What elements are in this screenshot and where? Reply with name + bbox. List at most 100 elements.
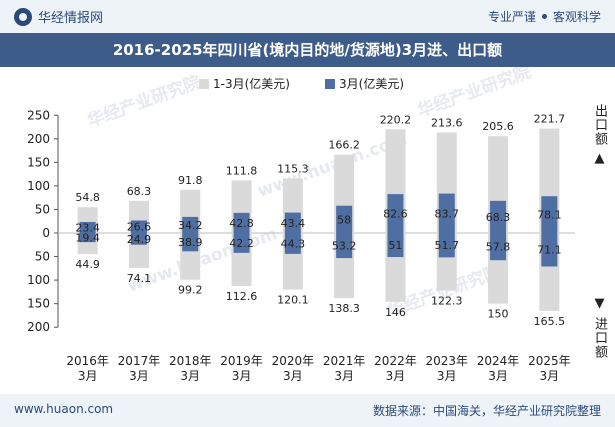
data-label-march-export: 43.4 xyxy=(281,217,306,230)
y-tick-label: 150 xyxy=(27,297,50,311)
bar-march-export xyxy=(284,212,301,233)
data-label-march-export: 58 xyxy=(337,213,351,226)
bar-march-export xyxy=(541,196,558,233)
data-label-march-export: 34.2 xyxy=(178,219,203,232)
logo-icon xyxy=(14,7,32,26)
data-label-cumulative-import: 99.2 xyxy=(178,284,203,297)
footer: www.huaon.com 数据来源：中国海关，华经产业研究院整理 xyxy=(0,394,615,427)
data-label-cumulative-import: 150 xyxy=(488,308,509,321)
data-label-cumulative-export: 111.8 xyxy=(226,164,258,177)
data-label-march-export: 23.4 xyxy=(75,221,100,234)
data-label-cumulative-export: 115.3 xyxy=(277,163,309,176)
data-label-cumulative-export: 205.6 xyxy=(482,120,514,133)
y-tick-label: 0 xyxy=(42,226,50,240)
data-label-cumulative-import: 120.1 xyxy=(277,294,309,307)
x-tick-label-line: 2023年 xyxy=(425,354,468,368)
x-tick-label-line: 3月 xyxy=(283,369,303,383)
data-label-march-export: 26.6 xyxy=(127,221,152,234)
x-tick-label-line: 2020年 xyxy=(272,354,315,368)
y-tick-label: 100 xyxy=(27,179,50,193)
tagline: 专业严谨 客观科学 xyxy=(488,8,601,25)
x-tick-label-line: 2018年 xyxy=(169,354,212,368)
x-tick-label-line: 2017年 xyxy=(118,354,161,368)
x-tick-label-line: 2025年 xyxy=(528,354,571,368)
y-tick-label: 250 xyxy=(27,108,50,122)
brand-name: 华经情报网 xyxy=(38,11,104,26)
y-tick-label: 150 xyxy=(27,155,50,169)
tagline-left: 专业严谨 xyxy=(487,10,536,24)
x-tick-label: 2019年 3月 xyxy=(220,354,263,383)
bar-march-export xyxy=(182,216,199,233)
bar-march-export xyxy=(79,221,96,233)
data-label-march-import: 53.2 xyxy=(332,240,357,253)
data-label-march-import: 51 xyxy=(388,239,402,252)
data-label-march-import: 19.4 xyxy=(75,232,100,245)
brand[interactable]: 华经情报网 xyxy=(14,7,103,26)
data-label-cumulative-import: 44.9 xyxy=(75,258,100,271)
chart-title: 2016-2025年四川省(境内目的地/货源地)3月进、出口额 xyxy=(0,33,615,67)
x-tick-label: 2018年 3月 xyxy=(169,354,212,383)
bar-march-import xyxy=(284,233,301,254)
chart: 华经产业研究院www.huaon.com华经产业研究院www.huaon.com… xyxy=(27,67,575,383)
data-label-march-export: 68.3 xyxy=(486,211,511,224)
y-tick-label: 50 xyxy=(35,250,50,264)
x-tick-label: 2016年 3月 xyxy=(66,354,109,383)
bar-march-export xyxy=(387,194,404,233)
x-tick-label: 2021年 3月 xyxy=(323,354,366,383)
x-tick-label-line: 3月 xyxy=(437,369,457,383)
x-tick-label-line: 3月 xyxy=(232,369,252,383)
bullet-icon xyxy=(541,14,547,19)
legend-swatch-cumulative xyxy=(199,79,209,89)
bar-march-import xyxy=(490,233,507,261)
bar-march-import xyxy=(387,233,404,258)
x-tick-label: 2020年 3月 xyxy=(272,354,315,383)
y-tick-label: 50 xyxy=(35,202,50,216)
down-arrow-icon: ▼ xyxy=(592,296,607,312)
y-tick-label: 100 xyxy=(27,273,50,287)
data-label-cumulative-import: 122.3 xyxy=(431,295,463,308)
data-label-march-import: 38.9 xyxy=(178,236,203,249)
bar-march-import xyxy=(541,233,558,267)
data-label-march-import: 42.2 xyxy=(229,237,254,250)
import-side-label: ▼ 进口额 xyxy=(590,296,609,359)
data-label-march-export: 83.7 xyxy=(435,207,460,220)
data-label-march-export: 42.8 xyxy=(229,217,254,230)
bar-march-export xyxy=(490,200,507,233)
bar-march-import xyxy=(79,233,96,243)
x-tick-label-line: 2019年 xyxy=(220,354,263,368)
footer-website[interactable]: www.huaon.com xyxy=(14,402,114,416)
data-label-march-import: 51.7 xyxy=(435,239,460,252)
x-tick-label-line: 3月 xyxy=(488,369,508,383)
y-tick-label: 200 xyxy=(27,320,50,334)
import-side-text: 进口额 xyxy=(592,317,607,360)
bar-march-import xyxy=(438,233,455,258)
data-label-cumulative-import: 146 xyxy=(385,306,406,319)
x-tick-label-line: 3月 xyxy=(334,369,354,383)
data-label-cumulative-export: 91.8 xyxy=(178,174,203,187)
legend-label-march: 3月(亿美元) xyxy=(339,76,404,91)
data-label-cumulative-export: 166.2 xyxy=(328,139,360,152)
data-label-cumulative-import: 74.1 xyxy=(127,272,152,285)
x-tick-label-line: 2021年 xyxy=(323,354,366,368)
x-tick-label-line: 3月 xyxy=(540,369,560,383)
data-label-march-export: 82.6 xyxy=(383,208,408,221)
footer-source: 数据来源：中国海关，华经产业研究院整理 xyxy=(372,404,601,418)
bar-march-import xyxy=(336,233,353,259)
data-label-cumulative-export: 220.2 xyxy=(380,113,412,126)
x-tick-label-line: 2022年 xyxy=(374,354,417,368)
x-tick-label: 2022年 3月 xyxy=(374,354,417,383)
data-label-cumulative-export: 213.6 xyxy=(431,116,463,129)
data-label-cumulative-export: 68.3 xyxy=(127,185,152,198)
tagline-right: 客观科学 xyxy=(552,10,601,24)
data-label-cumulative-import: 138.3 xyxy=(328,302,360,315)
data-label-cumulative-export: 221.7 xyxy=(534,113,566,126)
data-label-march-export: 78.1 xyxy=(537,209,562,222)
data-label-cumulative-import: 165.5 xyxy=(534,315,566,328)
x-tick-label-line: 3月 xyxy=(386,369,406,383)
x-tick-label: 2023年 3月 xyxy=(425,354,468,383)
x-tick-label-line: 2024年 xyxy=(477,354,520,368)
legend-label-cumulative: 1-3月(亿美元) xyxy=(213,76,290,91)
x-tick-label-line: 3月 xyxy=(180,369,200,383)
x-tick-label-line: 2016年 xyxy=(66,354,109,368)
x-tick-label-line: 3月 xyxy=(129,369,149,383)
